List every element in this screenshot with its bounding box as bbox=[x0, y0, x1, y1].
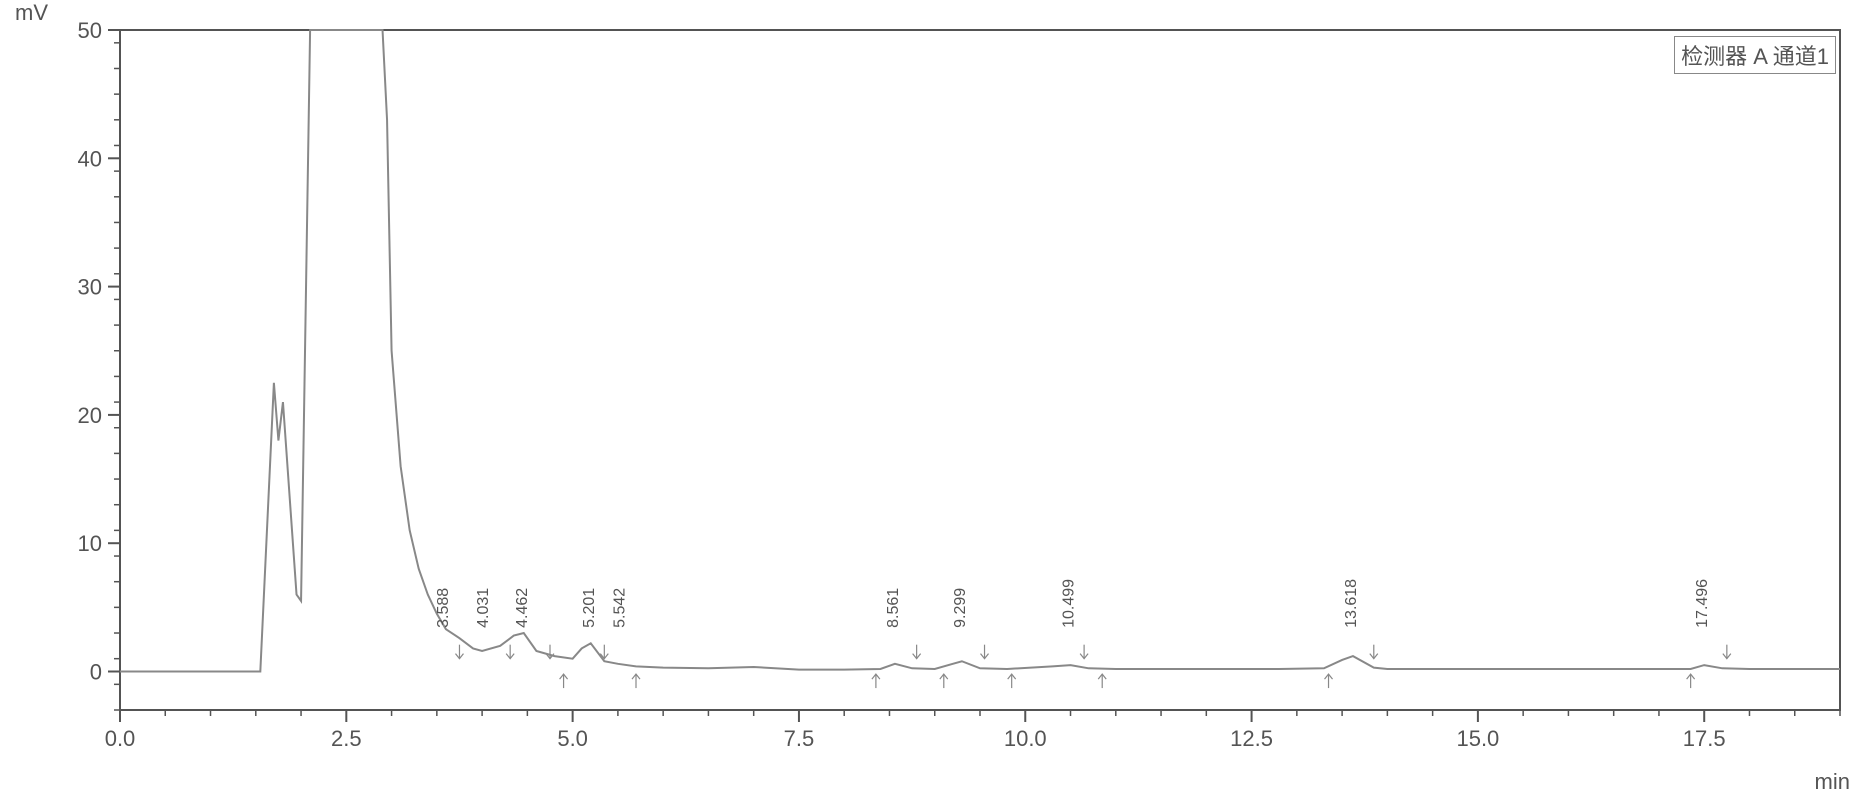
svg-text:17.5: 17.5 bbox=[1683, 726, 1726, 751]
detector-legend: 检测器 A 通道1 bbox=[1674, 36, 1836, 74]
svg-text:0.0: 0.0 bbox=[105, 726, 136, 751]
svg-text:5.0: 5.0 bbox=[557, 726, 588, 751]
svg-text:13.618: 13.618 bbox=[1343, 579, 1360, 628]
svg-text:8.561: 8.561 bbox=[885, 588, 902, 628]
svg-text:5.542: 5.542 bbox=[612, 588, 629, 628]
svg-text:4.031: 4.031 bbox=[475, 588, 492, 628]
svg-text:50: 50 bbox=[78, 18, 102, 43]
svg-text:12.5: 12.5 bbox=[1230, 726, 1273, 751]
svg-text:15.0: 15.0 bbox=[1456, 726, 1499, 751]
chromatogram-svg: 0 10 20 30 40 50 0.0 2.5 5.0 7.5 10.0 12.5 15.0 17.5 3… bbox=[0, 0, 1865, 795]
svg-text:10: 10 bbox=[78, 531, 102, 556]
svg-text:20: 20 bbox=[78, 403, 102, 428]
svg-text:5.201: 5.201 bbox=[581, 588, 598, 628]
svg-text:10.499: 10.499 bbox=[1060, 579, 1077, 628]
svg-text:30: 30 bbox=[78, 275, 102, 300]
svg-text:10.0: 10.0 bbox=[1004, 726, 1047, 751]
svg-text:3.588: 3.588 bbox=[435, 588, 452, 628]
svg-text:40: 40 bbox=[78, 146, 102, 171]
svg-text:9.299: 9.299 bbox=[952, 588, 969, 628]
svg-text:17.496: 17.496 bbox=[1694, 579, 1711, 628]
chromatogram-container: mV min 010203040500.02.55.07.510.012.515… bbox=[0, 0, 1865, 795]
svg-text:7.5: 7.5 bbox=[784, 726, 815, 751]
svg-text:4.462: 4.462 bbox=[514, 588, 531, 628]
svg-text:0: 0 bbox=[90, 660, 102, 685]
svg-text:2.5: 2.5 bbox=[331, 726, 362, 751]
